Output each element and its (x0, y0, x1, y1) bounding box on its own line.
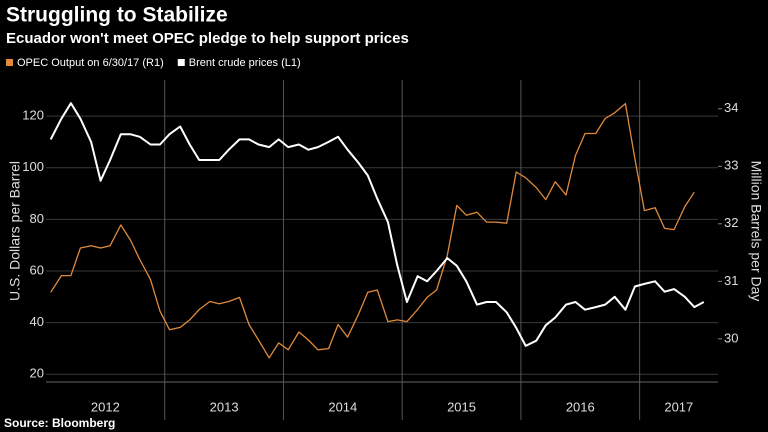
y-tick-label: 80 (30, 211, 44, 226)
y-axis-label: U.S. Dollars per Barrel (7, 161, 23, 301)
x-tick-label: 2015 (447, 399, 476, 414)
y2-axis-label: Million Barrels per Day (748, 161, 764, 302)
chart-subtitle: Ecuador won't meet OPEC pledge to help s… (6, 30, 409, 47)
y-tick-label: 20 (30, 366, 44, 381)
chart-title: Struggling to Stabilize (6, 4, 228, 27)
y2-tick-label: 30 (724, 330, 738, 345)
x-tick-label: 2017 (664, 399, 693, 414)
y2-tick-label: 32 (724, 215, 738, 230)
y2-tick-label: 33 (724, 158, 738, 173)
legend-label: OPEC Output on 6/30/17 (R1) (17, 57, 164, 69)
y2-tick-label: 34 (724, 100, 738, 115)
y-tick-label: 120 (22, 108, 44, 123)
x-tick-label: 2016 (566, 399, 595, 414)
x-tick-label: 2014 (328, 399, 357, 414)
y-tick-label: 40 (30, 314, 44, 329)
legend-label: Brent crude prices (L1) (189, 57, 301, 69)
x-tick-label: 2012 (91, 399, 120, 414)
x-tick-label: 2013 (210, 399, 239, 414)
y-tick-label: 60 (30, 262, 44, 277)
source: Source: Bloomberg (4, 416, 115, 430)
y-tick-label: 100 (22, 159, 44, 174)
line-series (49, 102, 705, 347)
line-series (50, 102, 695, 359)
legend-swatch (6, 59, 13, 66)
y2-tick-label: 31 (724, 273, 738, 288)
legend-swatch (177, 59, 185, 66)
